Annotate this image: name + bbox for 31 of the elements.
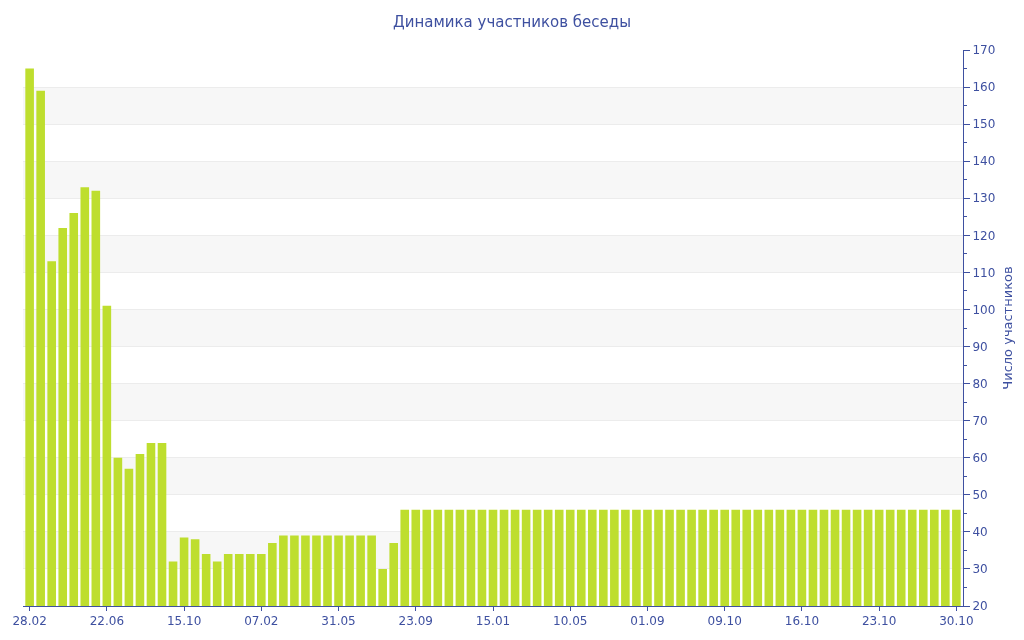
x-tick-label: 07.02 [244,614,279,629]
y-tick-label: 110 [972,265,996,280]
x-tick-label: 09.10 [707,614,742,629]
y-tick-label: 20 [972,599,988,614]
y-tick-label: 140 [972,154,996,169]
x-tick-label: 28.02 [12,614,47,629]
y-axis-title: Число участников [999,266,1015,390]
x-tick-label: 01.09 [630,614,665,629]
y-tick-label: 40 [972,525,988,540]
x-tick-label: 23.10 [861,614,897,629]
x-tick-label: 10.05 [553,614,588,629]
x-tick-label: 15.01 [475,614,511,629]
y-tick-label: 30 [972,562,988,577]
y-tick-label: 80 [972,376,988,391]
x-tick-label: 23.09 [398,614,433,629]
x-tick-label: 15.10 [166,614,202,629]
y-tick-label: 160 [972,80,996,95]
y-tick-label: 150 [972,117,996,132]
y-tick-label: 120 [972,228,996,243]
y-tick-label: 50 [972,488,988,502]
chart-title: Динамика участников беседы [392,12,632,31]
y-tick-label: 130 [972,191,996,206]
y-tick-label: 60 [972,450,988,465]
y-tick-label: 170 [972,43,996,58]
x-tick-label: 31.05 [321,614,356,629]
x-tick-label: 16.10 [784,614,820,629]
x-tick-label: 22.06 [89,614,125,629]
y-tick-label: 90 [972,339,988,354]
y-tick-label: 100 [972,302,996,317]
x-tick-label: 30.10 [939,614,974,629]
y-tick-label: 70 [972,413,988,428]
